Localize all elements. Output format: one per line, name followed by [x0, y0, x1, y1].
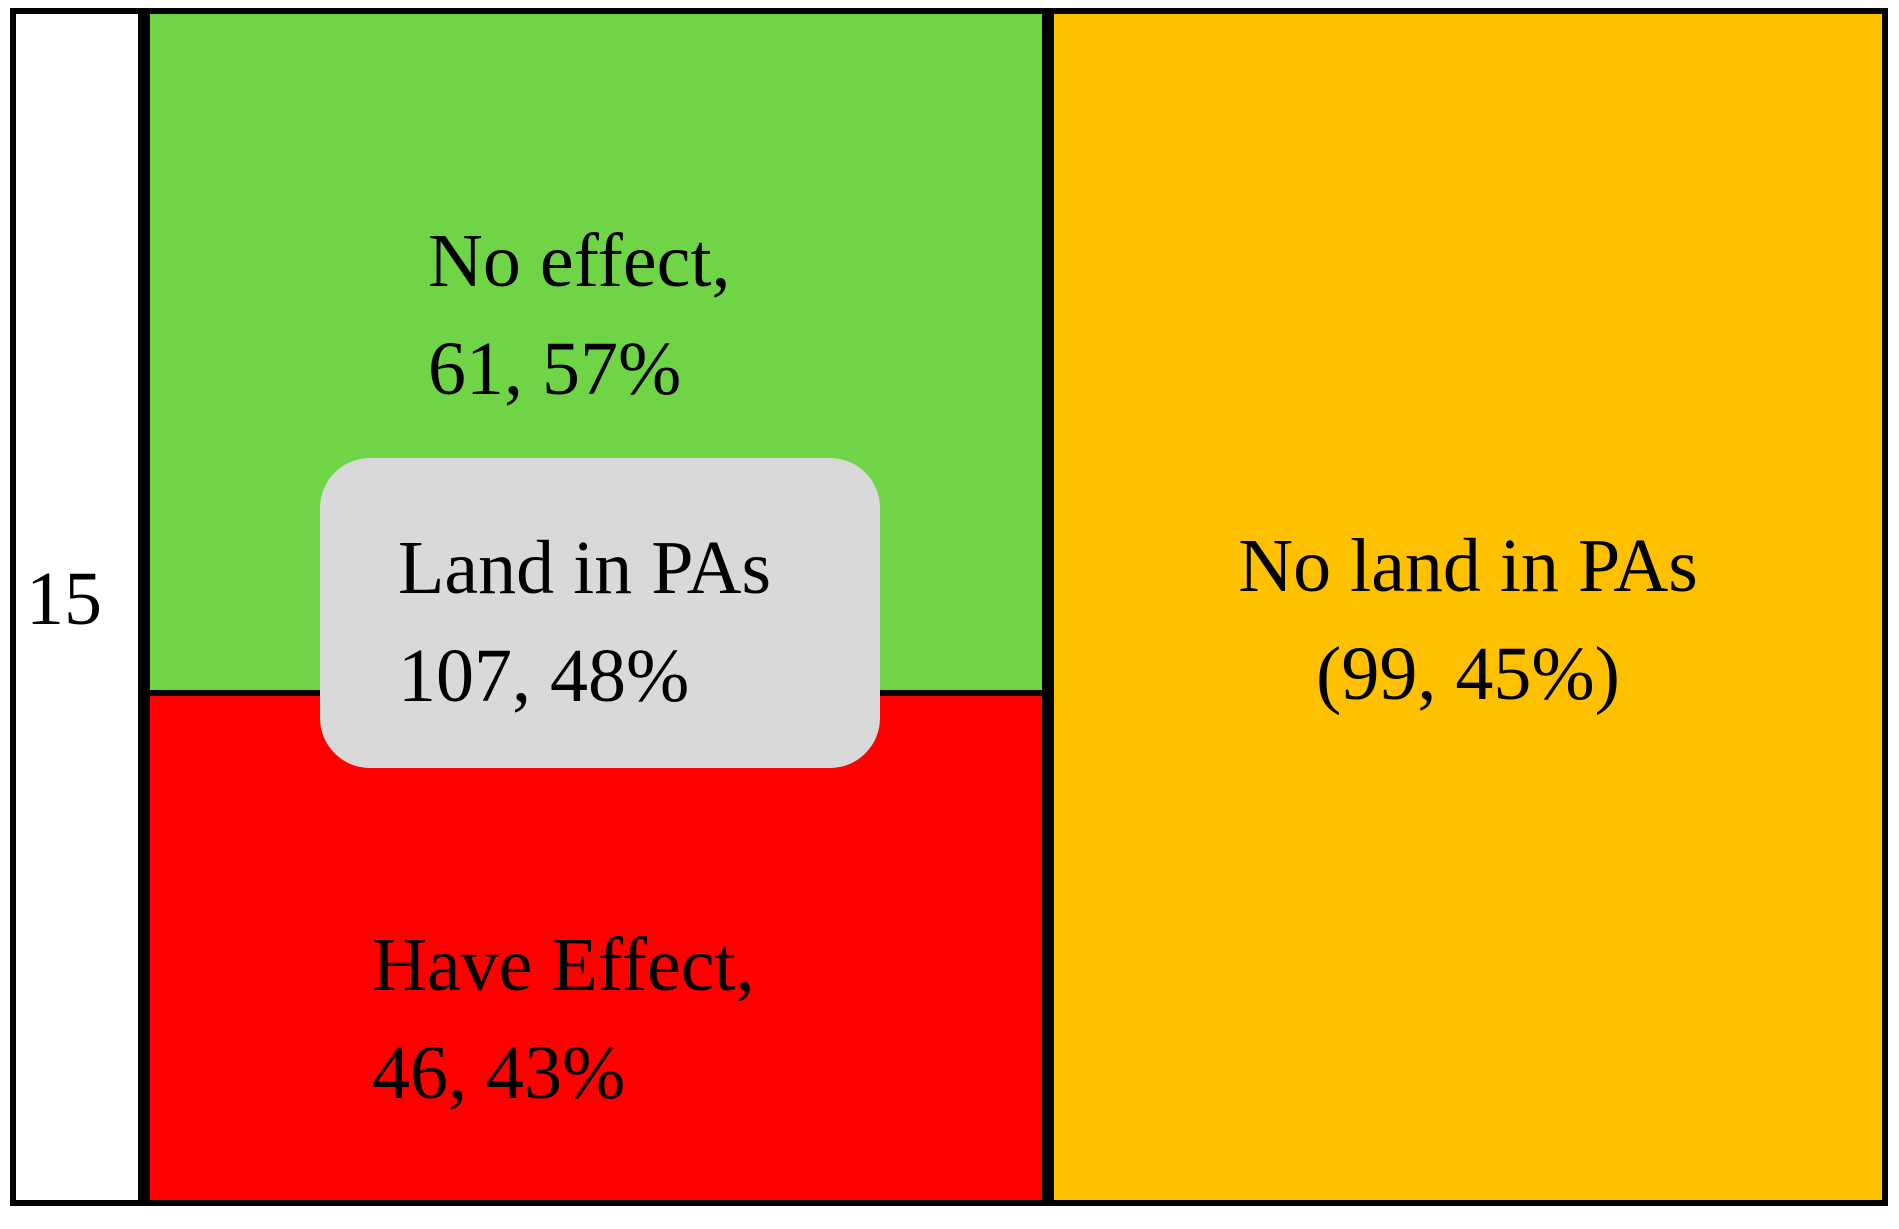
no-land-cell [1048, 8, 1888, 1206]
no-effect-value: 61, 57% [428, 327, 682, 411]
have-effect-label: Have Effect, [372, 923, 755, 1007]
land-in-pas-callout [320, 458, 880, 768]
no-land-label: No land in PAs [1238, 524, 1698, 608]
land-in-pas-label: Land in PAs [398, 526, 772, 610]
side-strip [10, 8, 144, 1206]
land-in-pas-value: 107, 48% [398, 634, 690, 718]
have-effect-cell [144, 690, 1048, 1206]
have-effect-value: 46, 43% [372, 1031, 626, 1115]
no-land-value: (99, 45%) [1316, 632, 1620, 716]
no-effect-label: No effect, [428, 219, 731, 303]
side-strip-label: 15 [26, 557, 102, 641]
